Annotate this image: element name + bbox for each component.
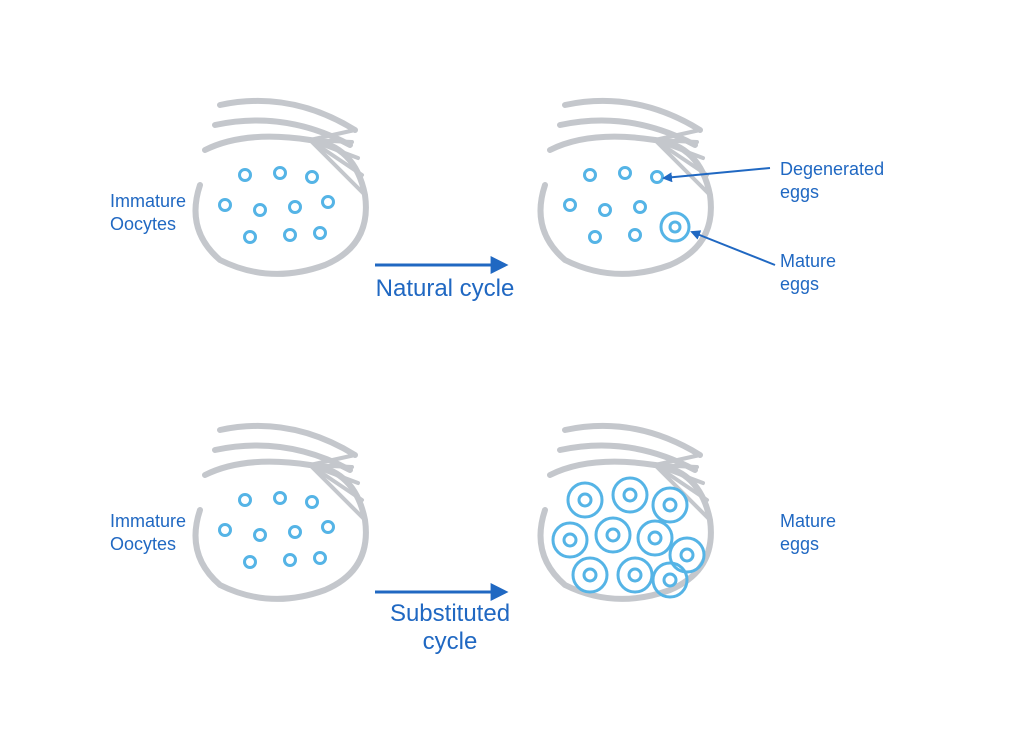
callout-degenerated — [664, 168, 770, 178]
oocyte-immature — [290, 202, 301, 213]
oocyte-mature-core — [664, 574, 676, 586]
oocyte-immature — [255, 530, 266, 541]
label-mature-eggs-bot: Matureeggs — [780, 510, 836, 555]
oocyte-mature-core — [607, 529, 619, 541]
oocyte-immature — [590, 232, 601, 243]
oocyte-immature — [285, 230, 296, 241]
oocyte-immature — [315, 228, 326, 239]
label-natural-cycle: Natural cycle — [375, 275, 515, 303]
oocyte-immature — [245, 557, 256, 568]
oocyte-mature — [568, 483, 602, 517]
oocyte-immature — [652, 172, 663, 183]
oocyte-mature-core — [681, 549, 693, 561]
oocyte-immature — [290, 527, 301, 538]
oocyte-immature — [255, 205, 266, 216]
oocyte-immature — [220, 525, 231, 536]
oocyte-immature — [307, 172, 318, 183]
oocyte-immature — [600, 205, 611, 216]
ovary-outline — [196, 101, 366, 274]
label-mature-eggs-top: Matureeggs — [780, 250, 836, 295]
callout-mature — [692, 232, 775, 265]
oocyte-mature-core — [670, 222, 680, 232]
label-substituted-cycle: Substituted cycle — [360, 600, 540, 656]
oocyte-immature — [220, 200, 231, 211]
oocyte-mature-core — [564, 534, 576, 546]
oocyte-immature — [240, 495, 251, 506]
oocyte-mature-core — [584, 569, 596, 581]
oocyte-mature — [653, 488, 687, 522]
oocyte-mature — [670, 538, 704, 572]
oocyte-mature-core — [649, 532, 661, 544]
label-immature-top: ImmatureOocytes — [110, 190, 186, 235]
oocyte-mature — [661, 213, 689, 241]
ovary-outline — [196, 426, 366, 599]
oocyte-immature — [565, 200, 576, 211]
oocyte-immature — [275, 493, 286, 504]
oocyte-immature — [635, 202, 646, 213]
oocyte-mature-core — [664, 499, 676, 511]
oocyte-mature — [613, 478, 647, 512]
oocyte-mature-core — [629, 569, 641, 581]
label-immature-bot: ImmatureOocytes — [110, 510, 186, 555]
oocyte-immature — [245, 232, 256, 243]
oocyte-mature-core — [624, 489, 636, 501]
oocyte-immature — [315, 553, 326, 564]
oocyte-mature — [553, 523, 587, 557]
oocyte-immature — [620, 168, 631, 179]
oocyte-immature — [630, 230, 641, 241]
oocyte-immature — [323, 522, 334, 533]
oocyte-mature — [638, 521, 672, 555]
oocyte-mature — [618, 558, 652, 592]
oocyte-mature-core — [579, 494, 591, 506]
oocyte-immature — [323, 197, 334, 208]
oocyte-immature — [585, 170, 596, 181]
label-degenerated-eggs: Degeneratedeggs — [780, 158, 884, 203]
oocyte-immature — [275, 168, 286, 179]
oocyte-immature — [307, 497, 318, 508]
oocyte-mature — [573, 558, 607, 592]
oocyte-immature — [240, 170, 251, 181]
oocyte-mature — [596, 518, 630, 552]
ovary-outline — [541, 101, 711, 274]
oocyte-immature — [285, 555, 296, 566]
